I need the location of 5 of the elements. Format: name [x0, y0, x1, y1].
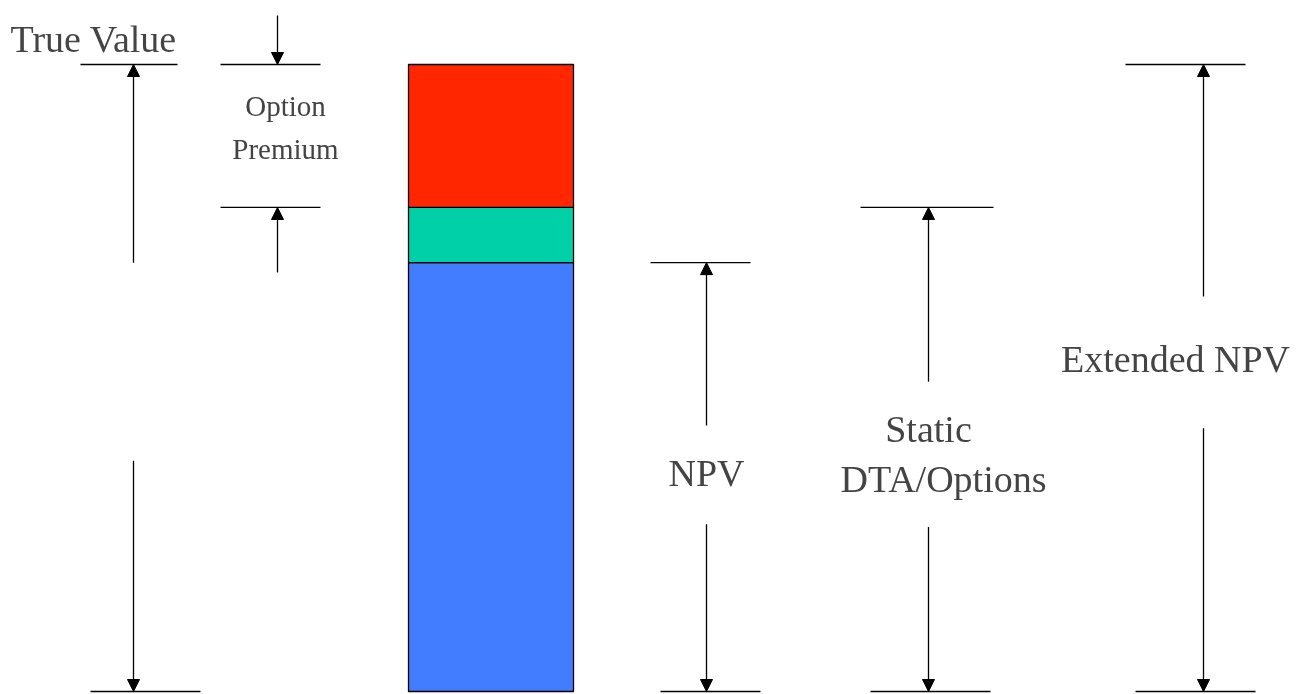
text: Extended NPV — [1060, 338, 1291, 381]
text: Static DTA/Options — [840, 408, 1047, 501]
text: Option Premium — [232, 89, 340, 165]
text: NPV — [668, 451, 746, 494]
text: True Value — [10, 17, 177, 60]
